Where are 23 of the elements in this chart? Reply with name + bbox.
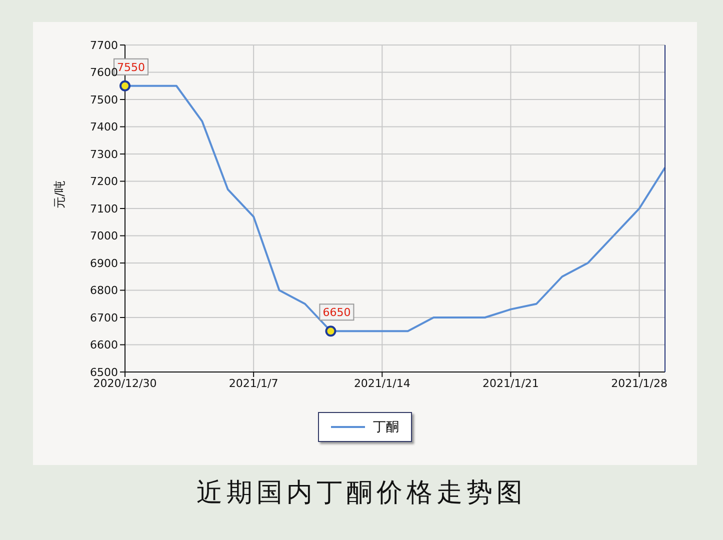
x-tick-label: 2021/1/7 (228, 376, 278, 390)
y-tick-label: 6900 (90, 256, 118, 270)
y-tick-label: 7200 (90, 175, 118, 188)
y-tick-label: 7700 (90, 38, 118, 52)
y-tick-label: 7000 (90, 230, 118, 243)
y-tick-label: 7100 (90, 202, 118, 216)
y-tick-label: 6700 (90, 311, 118, 324)
x-tick-label: 2021/1/14 (354, 376, 410, 390)
y-tick-label: 7600 (90, 66, 118, 80)
x-tick-label: 2021/1/21 (482, 376, 539, 390)
x-tick-label: 2021/1/28 (611, 376, 668, 390)
y-tick-label: 6500 (90, 366, 118, 379)
x-tick-label: 2020/12/30 (93, 376, 157, 390)
legend-label: 丁酮 (373, 419, 399, 436)
data-label: 6650 (322, 306, 351, 320)
y-tick-label: 6800 (90, 284, 118, 298)
y-tick-label: 6600 (90, 338, 118, 352)
y-tick-label: 7500 (90, 93, 118, 106)
y-tick-label: 7400 (90, 120, 118, 134)
text: 近期国内丁酮价格走势图 (196, 477, 528, 510)
y-tick-label: 7300 (90, 148, 118, 161)
y-axis-title: 元/吨 (52, 180, 66, 208)
data-label: 7550 (117, 60, 145, 74)
